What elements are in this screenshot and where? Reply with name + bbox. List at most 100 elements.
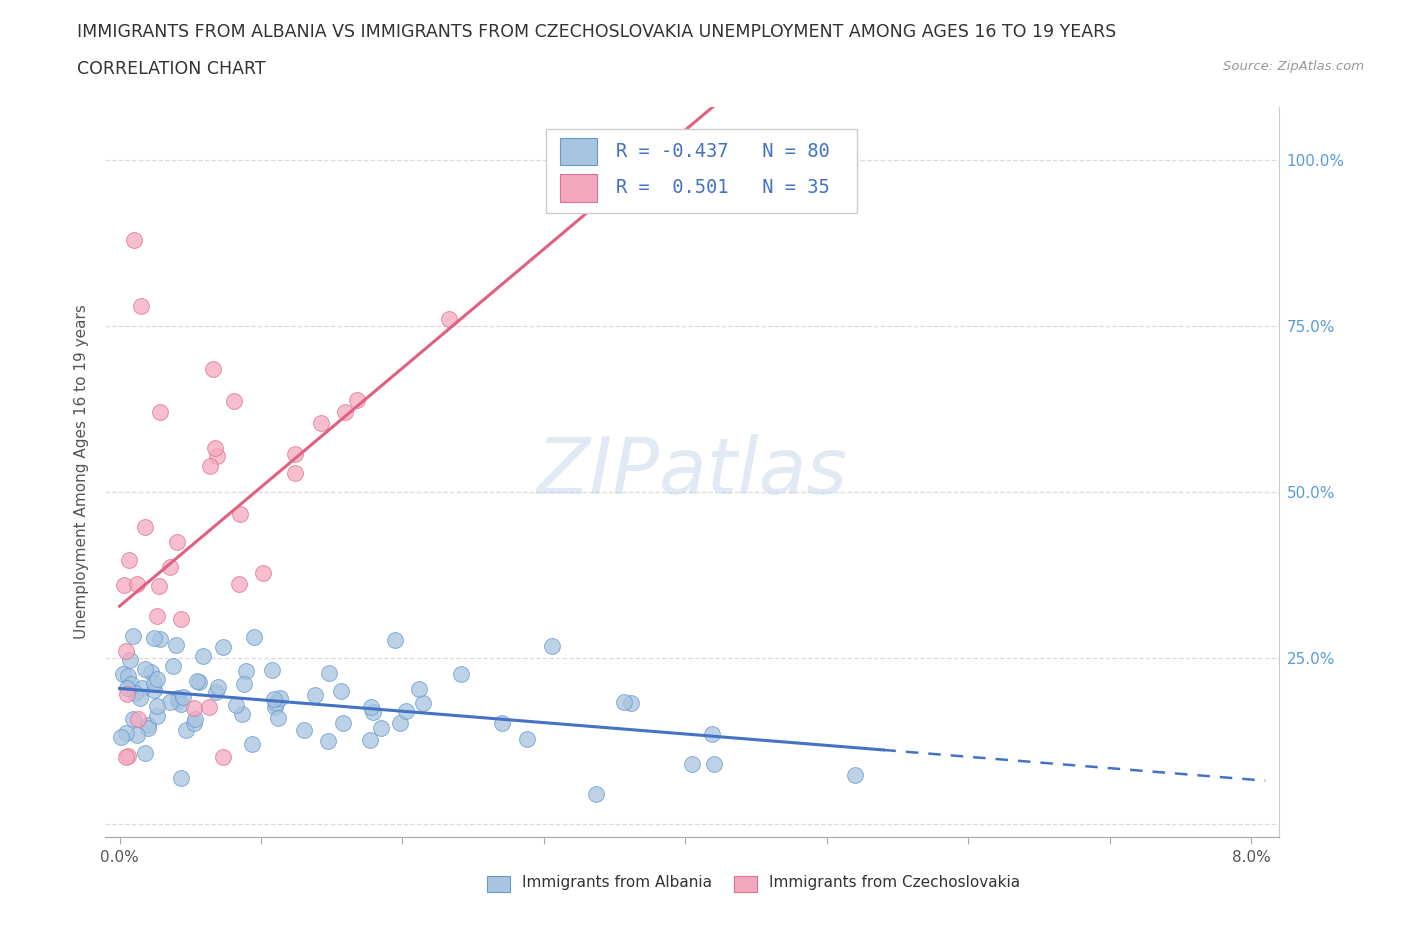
Point: [118, 552, 141, 567]
Point: [231, 707, 253, 722]
Point: [170, 611, 193, 626]
Point: [332, 715, 354, 730]
Text: CORRELATION CHART: CORRELATION CHART: [77, 60, 266, 78]
Point: [228, 577, 250, 591]
Point: [408, 681, 430, 696]
Point: [225, 698, 247, 712]
Point: [172, 690, 194, 705]
Point: [316, 733, 339, 748]
Point: [159, 560, 181, 575]
Point: [264, 696, 287, 711]
Point: [143, 631, 166, 645]
Point: [159, 695, 181, 710]
Point: [263, 699, 285, 714]
Point: [235, 663, 257, 678]
Point: [204, 684, 226, 699]
Point: [138, 720, 160, 735]
Point: [121, 629, 143, 644]
Point: [389, 716, 412, 731]
Point: [284, 446, 307, 461]
Point: [114, 725, 136, 740]
Point: [200, 458, 222, 473]
Point: [143, 676, 166, 691]
Text: R = -0.437   N = 80: R = -0.437 N = 80: [616, 142, 830, 161]
Point: [844, 767, 866, 782]
Point: [149, 631, 172, 646]
Point: [205, 449, 228, 464]
Point: [122, 232, 145, 247]
Point: [207, 679, 229, 694]
Point: [335, 405, 357, 419]
Point: [243, 630, 266, 644]
Point: [188, 675, 211, 690]
Point: [162, 658, 184, 673]
Point: [702, 727, 724, 742]
FancyBboxPatch shape: [546, 129, 856, 213]
Point: [204, 440, 226, 455]
Y-axis label: Unemployment Among Ages 16 to 19 years: Unemployment Among Ages 16 to 19 years: [75, 304, 90, 640]
Point: [146, 609, 169, 624]
Point: [184, 711, 207, 726]
Point: [170, 697, 193, 711]
Point: [197, 699, 219, 714]
Point: [360, 699, 382, 714]
Point: [284, 466, 307, 481]
FancyBboxPatch shape: [560, 174, 598, 202]
Text: R =  0.501   N = 35: R = 0.501 N = 35: [616, 179, 830, 197]
Point: [191, 649, 214, 664]
Text: IMMIGRANTS FROM ALBANIA VS IMMIGRANTS FROM CZECHOSLOVAKIA UNEMPLOYMENT AMONG AGE: IMMIGRANTS FROM ALBANIA VS IMMIGRANTS FR…: [77, 23, 1116, 41]
Point: [134, 520, 156, 535]
Point: [229, 507, 252, 522]
Point: [166, 535, 188, 550]
Point: [260, 663, 283, 678]
Point: [129, 691, 152, 706]
Point: [318, 665, 340, 680]
Point: [118, 653, 141, 668]
Point: [252, 565, 274, 580]
Point: [115, 686, 138, 701]
Point: [112, 578, 135, 592]
Point: [127, 711, 149, 726]
Text: Source: ZipAtlas.com: Source: ZipAtlas.com: [1223, 60, 1364, 73]
Point: [224, 393, 246, 408]
Point: [167, 694, 190, 709]
Point: [491, 716, 513, 731]
Point: [186, 674, 208, 689]
Point: [114, 644, 136, 658]
Point: [131, 680, 153, 695]
FancyBboxPatch shape: [560, 138, 598, 166]
Point: [450, 667, 472, 682]
Point: [117, 680, 139, 695]
Point: [361, 705, 384, 720]
Point: [703, 757, 725, 772]
Point: [121, 712, 143, 727]
FancyBboxPatch shape: [734, 876, 756, 892]
Point: [212, 640, 235, 655]
Point: [134, 746, 156, 761]
Point: [141, 664, 163, 679]
Point: [619, 696, 641, 711]
Point: [384, 632, 406, 647]
Text: Immigrants from Czechoslovakia: Immigrants from Czechoslovakia: [769, 875, 1019, 891]
Point: [585, 787, 607, 802]
Point: [412, 696, 434, 711]
Point: [165, 638, 187, 653]
Point: [115, 750, 138, 764]
Point: [201, 362, 224, 377]
Point: [330, 684, 353, 698]
Point: [167, 691, 190, 706]
Point: [148, 578, 170, 593]
Point: [146, 698, 169, 713]
Point: [117, 668, 139, 683]
Point: [359, 733, 381, 748]
Point: [309, 416, 332, 431]
Point: [134, 661, 156, 676]
Point: [127, 577, 149, 591]
Text: ZIPatlas: ZIPatlas: [537, 434, 848, 510]
Point: [183, 715, 205, 730]
Point: [149, 405, 172, 419]
Point: [146, 709, 169, 724]
FancyBboxPatch shape: [486, 876, 510, 892]
Point: [183, 700, 205, 715]
Point: [117, 749, 139, 764]
